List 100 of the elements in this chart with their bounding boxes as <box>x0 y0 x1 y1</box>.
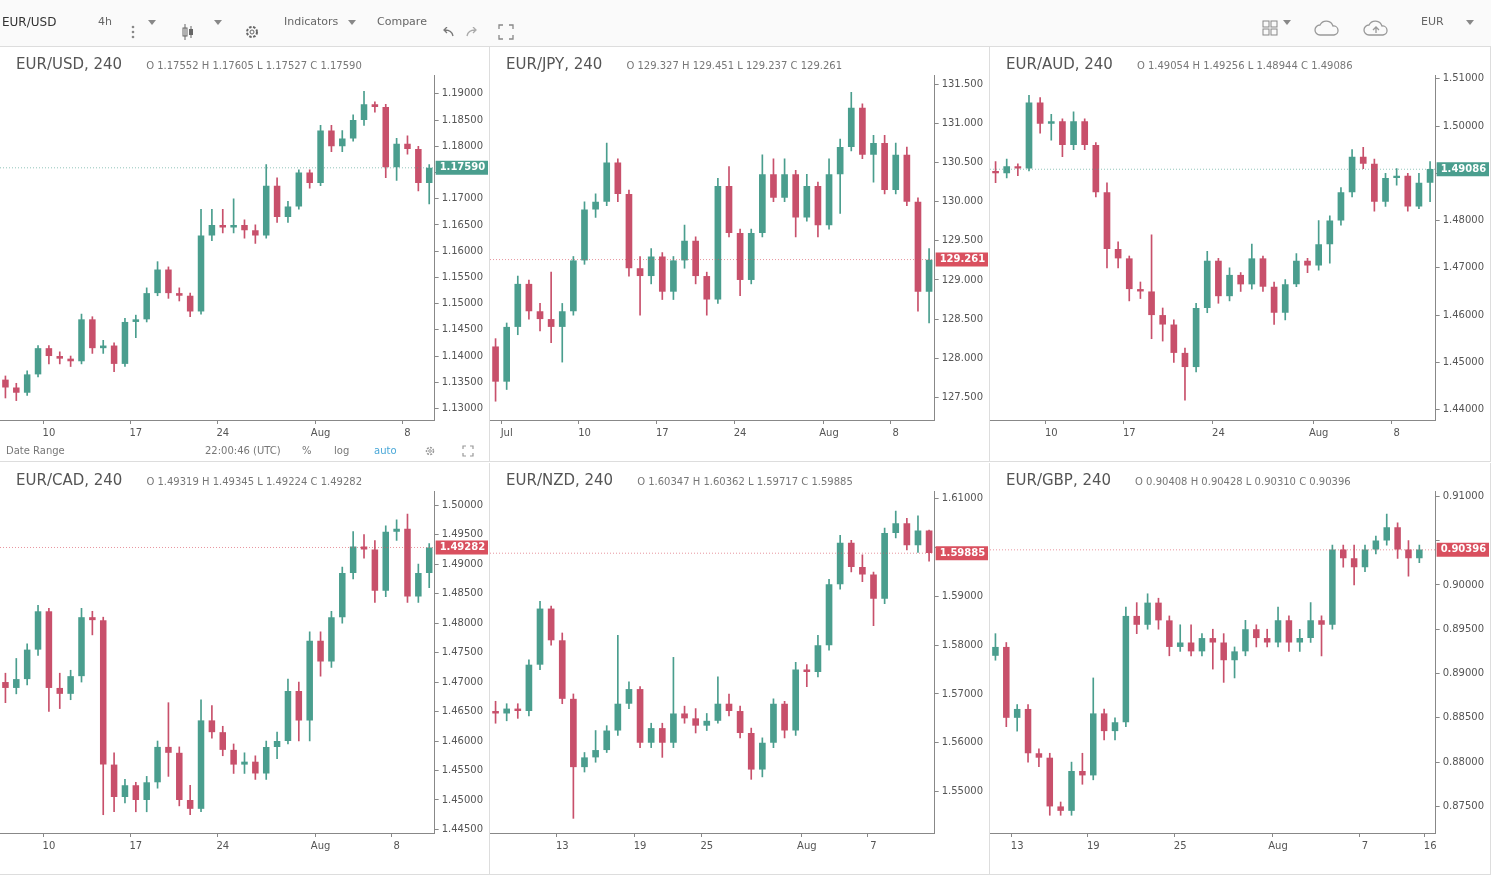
y-tick-label: 1.61000 <box>941 492 984 504</box>
x-tick-label: 17 <box>1122 426 1136 438</box>
x-tick-label: 8 <box>892 426 899 438</box>
y-tick-label: 1.45000 <box>1442 355 1485 367</box>
x-tick-label: Aug <box>819 426 839 438</box>
text: Date Range <box>6 445 65 456</box>
y-tick-label: 1.13000 <box>441 402 484 414</box>
x-tick-label: Aug <box>1308 426 1329 438</box>
chart-subtitle: O 1.17552 H 1.17605 L 1.17527 C 1.17590 <box>146 60 362 71</box>
x-tick-label: 10 <box>1044 426 1058 438</box>
y-tick-label: 129.000 <box>941 273 984 285</box>
chart-title: EUR/CAD, 240 <box>16 471 123 489</box>
x-tick-label: 16 <box>1423 839 1437 851</box>
y-tick-label: 1.15500 <box>441 270 484 282</box>
x-tick-label: 25 <box>700 839 714 851</box>
x-tick-label: 8 <box>393 839 400 851</box>
y-tick-label: 1.55000 <box>941 785 984 797</box>
y-tick-label: 128.500 <box>941 312 984 324</box>
chart-title: EUR/USD, 240 <box>16 55 123 73</box>
y-tick-label: 1.14000 <box>441 349 484 361</box>
candlestick <box>56 672 64 709</box>
y-tick-label: 1.17000 <box>441 192 484 204</box>
y-tick-label: 1.49000 <box>441 557 484 569</box>
x-tick-label: 17 <box>129 426 143 438</box>
y-tick-label: 1.48500 <box>441 587 484 599</box>
x-tick-label: 10 <box>578 426 591 438</box>
y-tick-label: 1.19000 <box>441 87 484 99</box>
ref-line-label: 1.49086 <box>1440 162 1487 174</box>
text: Indicators <box>284 15 339 28</box>
text: log <box>334 445 350 456</box>
text: 4h <box>98 15 112 28</box>
x-tick-label: Jul <box>499 426 513 438</box>
x-tick-label: 24 <box>216 839 230 851</box>
y-tick-label: 1.13500 <box>441 375 484 387</box>
x-tick-label: 24 <box>733 426 747 438</box>
x-tick-label: 10 <box>42 839 56 851</box>
chart-subtitle: O 1.49319 H 1.49345 L 1.49224 C 1.49282 <box>146 476 362 487</box>
x-tick-label: Aug <box>1268 839 1288 851</box>
x-tick-label: 10 <box>42 426 56 438</box>
y-tick-label: 1.57000 <box>941 687 984 699</box>
y-tick-label: 1.47000 <box>441 675 484 687</box>
text: % <box>302 445 312 456</box>
y-tick-label: 1.47500 <box>441 646 484 658</box>
candlestick <box>1047 113 1055 141</box>
chart-subtitle: O 129.327 H 129.451 L 129.237 C 129.261 <box>626 60 843 71</box>
chart-title: EUR/AUD, 240 <box>1006 55 1113 73</box>
y-tick-label: 131.500 <box>941 77 984 89</box>
y-tick-label: 0.88000 <box>1442 755 1485 767</box>
y-tick-label: 1.45000 <box>441 793 484 805</box>
ref-line-label: 1.17590 <box>439 161 486 173</box>
chart-title: EUR/GBP, 240 <box>1006 471 1112 489</box>
candlestick <box>1296 628 1304 652</box>
y-tick-label: 1.18500 <box>441 113 484 125</box>
text: Compare <box>377 15 427 28</box>
y-tick-label: 1.59000 <box>941 589 984 601</box>
candlestick <box>547 271 555 343</box>
ref-line-label: 129.261 <box>939 253 986 265</box>
candlestick <box>13 658 20 695</box>
y-tick-label: 0.88500 <box>1442 711 1485 723</box>
y-tick-label: 1.14500 <box>441 323 484 335</box>
candlestick <box>132 314 140 339</box>
y-tick-label: 1.16500 <box>441 218 484 230</box>
y-tick-label: 1.48000 <box>1442 214 1485 226</box>
y-tick-label: 1.15000 <box>441 297 484 309</box>
y-tick-label: 1.56000 <box>941 736 984 748</box>
y-tick-label: 1.50000 <box>441 498 484 510</box>
x-tick-label: 25 <box>1173 839 1187 851</box>
y-tick-label: 0.89500 <box>1442 622 1485 634</box>
ref-line-label: 0.90396 <box>1440 543 1487 555</box>
chart-title: EUR/JPY, 240 <box>506 55 603 73</box>
x-tick-label: 8 <box>404 426 411 438</box>
candlestick <box>360 534 368 559</box>
x-tick-label: Aug <box>797 839 817 851</box>
y-tick-label: 1.50000 <box>1442 119 1485 131</box>
y-tick-label: 1.49500 <box>441 528 484 540</box>
y-tick-label: 1.46000 <box>441 734 484 746</box>
chart-subtitle: O 1.60347 H 1.60362 L 1.59717 C 1.59885 <box>637 476 853 487</box>
text: 22:00:46 (UTC) <box>205 445 281 456</box>
chart-subtitle: O 1.49054 H 1.49256 L 1.48944 C 1.49086 <box>1136 60 1353 71</box>
candlestick <box>219 208 227 234</box>
y-tick-label: 0.90000 <box>1442 578 1485 590</box>
y-tick-label: 130.000 <box>941 195 984 207</box>
x-tick-label: 7 <box>870 839 877 851</box>
text: EUR <box>1421 15 1444 28</box>
x-tick-label: 8 <box>1393 426 1400 438</box>
y-tick-label: 1.18000 <box>441 139 484 151</box>
x-tick-label: Aug <box>310 839 331 851</box>
chart-title: EUR/NZD, 240 <box>506 471 614 489</box>
chart-subtitle: O 0.90408 H 0.90428 L 0.90310 C 0.90396 <box>1135 476 1351 487</box>
candlestick <box>636 256 644 316</box>
x-tick-label: 17 <box>655 426 669 438</box>
candlestick <box>1350 544 1358 586</box>
y-tick-label: 127.500 <box>941 390 984 402</box>
y-tick-label: 1.58000 <box>941 638 984 650</box>
candlestick <box>703 713 711 731</box>
y-tick-label: 1.51000 <box>1442 72 1485 84</box>
x-tick-label: 19 <box>633 839 647 851</box>
x-tick-label: 13 <box>1010 839 1024 851</box>
x-tick-label: 24 <box>216 426 230 438</box>
y-tick-label: 1.16000 <box>441 244 484 256</box>
